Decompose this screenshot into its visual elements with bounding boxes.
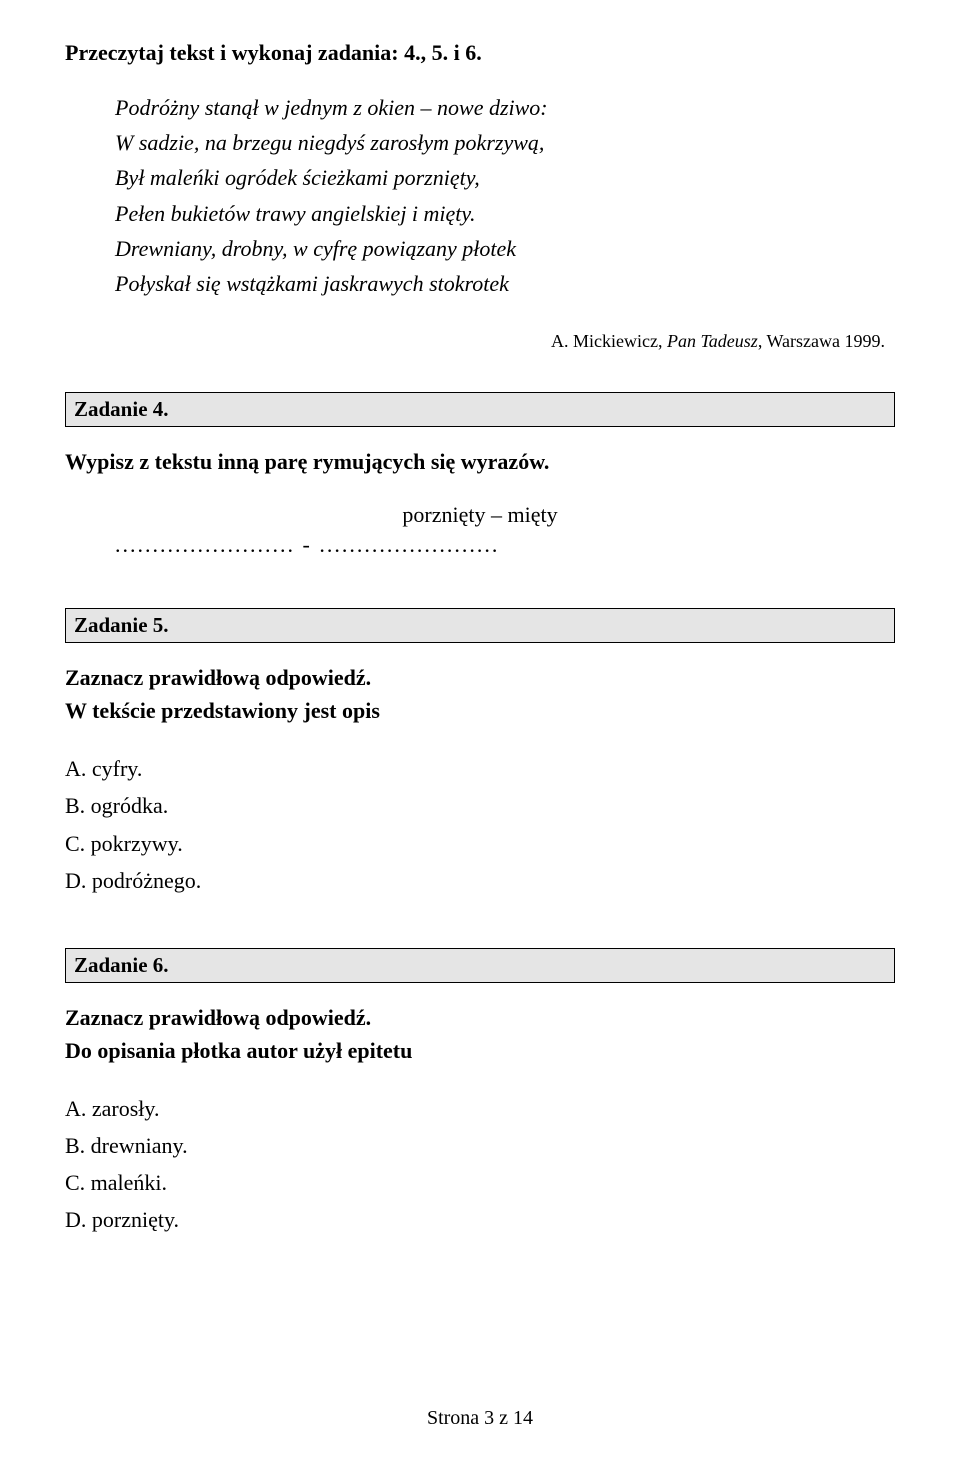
task-6-label: Zadanie 6. — [65, 948, 895, 983]
quote-line: W sadzie, na brzegu niegdyś zarosłym pok… — [115, 125, 895, 160]
main-instruction: Przeczytaj tekst i wykonaj zadania: 4., … — [65, 40, 895, 66]
task-4-desc: Wypisz z tekstu inną parę rymujących się… — [65, 445, 895, 478]
option-a[interactable]: A. cyfry. — [65, 751, 895, 786]
quote-line: Pełen bukietów trawy angielskiej i mięty… — [115, 196, 895, 231]
quote-line: Połyskał się wstążkami jaskrawych stokro… — [115, 266, 895, 301]
task-6-desc-2: Do opisania płotka autor użył epitetu — [65, 1034, 895, 1067]
task-6-options: A. zarosły. B. drewniany. C. maleńki. D.… — [65, 1091, 895, 1238]
citation-work: Pan Tadeusz — [667, 331, 758, 351]
option-b[interactable]: B. drewniany. — [65, 1128, 895, 1163]
page-footer: Strona 3 z 14 — [0, 1407, 960, 1430]
task-4-label: Zadanie 4. — [65, 392, 895, 427]
option-b[interactable]: B. ogródka. — [65, 788, 895, 823]
task-6-desc-1: Zaznacz prawidłową odpowiedź. — [65, 1001, 895, 1034]
quote-line: Podróżny stanął w jednym z okien – nowe … — [115, 90, 895, 125]
citation-author: A. Mickiewicz, — [551, 331, 662, 351]
option-c[interactable]: C. pokrzywy. — [65, 826, 895, 861]
task-5-options: A. cyfry. B. ogródka. C. pokrzywy. D. po… — [65, 751, 895, 898]
task-4-dots: ........................ - .............… — [115, 532, 895, 558]
quote-line: Drewniany, drobny, w cyfrę powiązany pło… — [115, 231, 895, 266]
task-5-desc-2: W tekście przedstawiony jest opis — [65, 694, 895, 727]
citation: A. Mickiewicz, Pan Tadeusz, Warszawa 199… — [65, 331, 885, 352]
quote-block: Podróżny stanął w jednym z okien – nowe … — [115, 90, 895, 301]
task-6-desc: Zaznacz prawidłową odpowiedź. Do opisani… — [65, 1001, 895, 1067]
task-5-label: Zadanie 5. — [65, 608, 895, 643]
task-4-answer: porznięty – mięty — [65, 502, 895, 528]
citation-rest: , Warszawa 1999. — [758, 331, 885, 351]
task-5-desc-1: Zaznacz prawidłową odpowiedź. — [65, 661, 895, 694]
option-d[interactable]: D. podróżnego. — [65, 863, 895, 898]
quote-line: Był maleńki ogródek ścieżkami porznięty, — [115, 160, 895, 195]
option-d[interactable]: D. porznięty. — [65, 1202, 895, 1237]
option-c[interactable]: C. maleńki. — [65, 1165, 895, 1200]
option-a[interactable]: A. zarosły. — [65, 1091, 895, 1126]
task-5-desc: Zaznacz prawidłową odpowiedź. W tekście … — [65, 661, 895, 727]
